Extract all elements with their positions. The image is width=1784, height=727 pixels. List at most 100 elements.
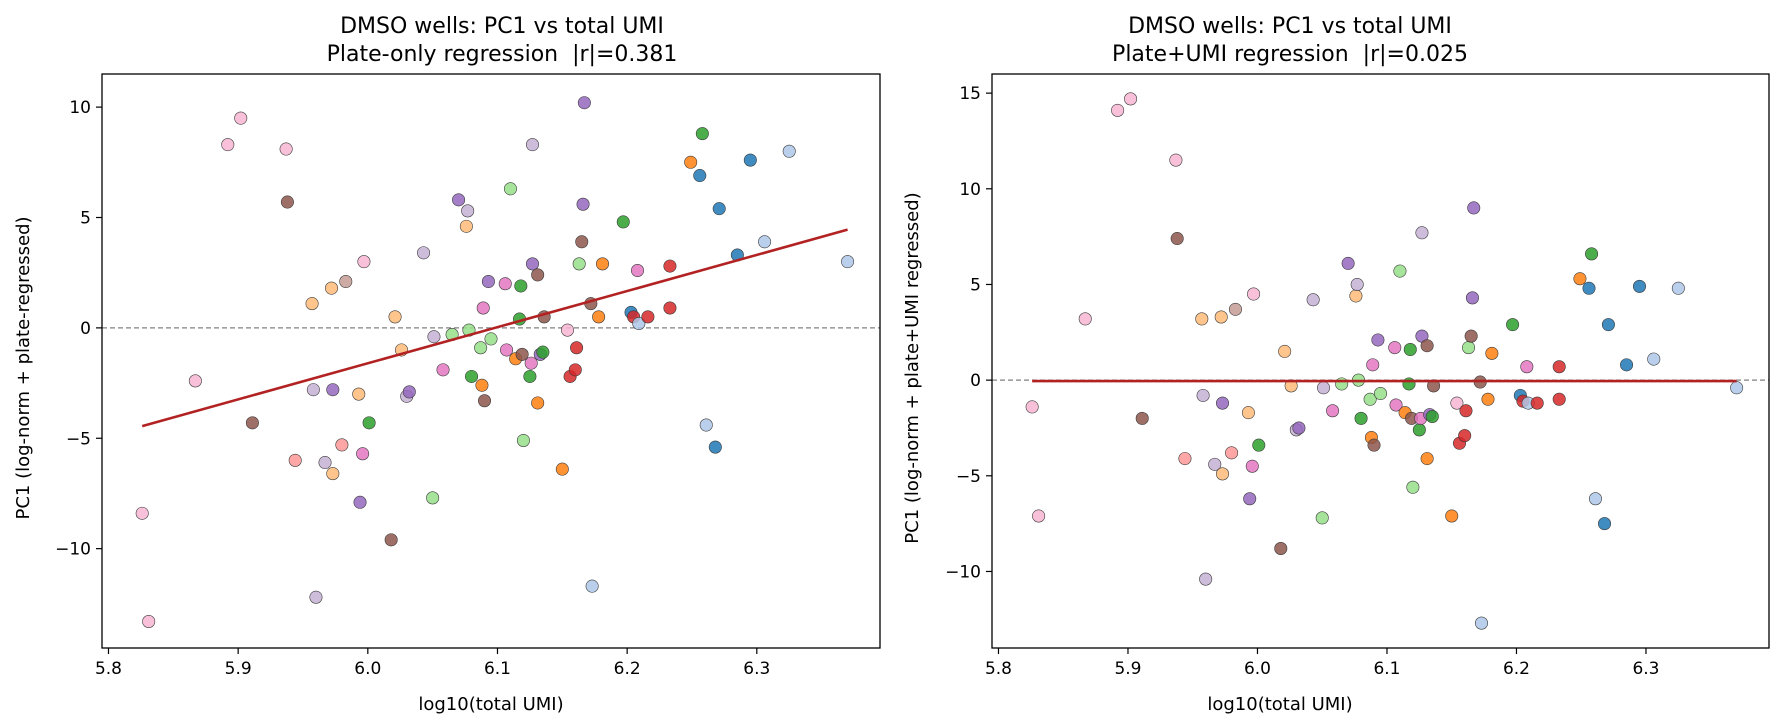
right-scatter-point-16 <box>1225 446 1239 460</box>
left-scatter-point-59 <box>536 345 550 359</box>
left-scatter-point-6 <box>279 142 293 156</box>
right-x-tick-label: 5.8 <box>985 659 1012 679</box>
right-chart-title: DMSO wells: PC1 vs total UMI <box>1128 14 1452 39</box>
right-scatter-point-9 <box>1195 312 1209 326</box>
left-x-tick-label: 6.2 <box>614 659 641 679</box>
right-scatter-point-24 <box>1278 344 1292 358</box>
left-scatter-point-69 <box>577 96 591 110</box>
right-scatter-point-43 <box>1374 387 1388 401</box>
left-scatter-point-10 <box>306 383 320 397</box>
left-scatter-point-65 <box>570 341 584 355</box>
right-scatter-point-21 <box>1247 287 1261 301</box>
left-regression-line <box>141 228 848 428</box>
right-scatter-point-89 <box>1633 279 1647 293</box>
right-scatter-point-15 <box>1216 467 1230 481</box>
right-axes-frame <box>991 73 1770 649</box>
left-scatter-point-78 <box>632 316 646 330</box>
left-scatter-point-46 <box>503 182 517 196</box>
left-scatter-point-34 <box>459 219 473 233</box>
left-plot-area: 5.8 5.9 6.0 6.1 6.2 6.3 −10 −5 0 5 10 <box>55 73 881 679</box>
right-scatter-point-5 <box>1135 411 1149 425</box>
right-scatter-point-71 <box>1475 616 1489 630</box>
right-scatter-point-37 <box>1354 411 1368 425</box>
right-scatter-point-90 <box>1647 352 1661 366</box>
left-scatter-point-41 <box>478 394 492 408</box>
right-scatter-point-66 <box>1462 341 1476 355</box>
right-scatter-point-23 <box>1274 542 1288 556</box>
right-scatter-point-12 <box>1208 457 1222 471</box>
left-scatter-point-14 <box>326 383 340 397</box>
right-scatter-point-28 <box>1306 293 1320 307</box>
left-y-tick-label: 0 <box>80 319 91 339</box>
left-scatter-point-90 <box>758 235 772 249</box>
right-scatter-point-42 <box>1371 333 1385 347</box>
left-scatter-point-15 <box>326 467 340 481</box>
right-scatter-point-7 <box>1170 232 1184 246</box>
right-scatter-point-72 <box>1481 392 1495 406</box>
right-scatter-point-52 <box>1412 423 1426 437</box>
right-scatter-point-80 <box>1552 392 1566 406</box>
left-y-tick-label: 10 <box>69 98 91 118</box>
right-scatter-point-30 <box>1317 381 1331 395</box>
left-scatter-point-21 <box>357 255 371 269</box>
right-x-tick-label: 6.3 <box>1632 659 1659 679</box>
right-scatter-point-1 <box>1032 509 1046 523</box>
left-scatter-point-20 <box>356 447 370 461</box>
right-x-tick-label: 6.1 <box>1373 659 1400 679</box>
right-y-tick-label: 0 <box>970 371 981 391</box>
left-y-tick-label: −10 <box>55 540 91 560</box>
left-scatter-point-52 <box>523 369 537 383</box>
right-scatter-point-41 <box>1367 438 1381 452</box>
right-scatter-point-32 <box>1335 377 1349 391</box>
left-scatter-point-23 <box>384 533 398 547</box>
right-y-tick-label: 15 <box>959 84 981 104</box>
right-scatter-point-57 <box>1420 452 1434 466</box>
right-scatter-point-38 <box>1363 392 1377 406</box>
left-scatter-point-86 <box>708 440 722 454</box>
left-scatter-point-27 <box>402 385 416 399</box>
right-scatter-point-18 <box>1241 406 1255 420</box>
left-scatter-point-17 <box>339 275 353 289</box>
left-scatter-point-79 <box>641 310 655 324</box>
right-scatter-point-82 <box>1573 272 1587 286</box>
left-scatter-panel: DMSO wells: PC1 vs total UMI Plate-only … <box>13 14 881 715</box>
right-scatter-point-4 <box>1124 92 1138 106</box>
left-scatter-point-31 <box>436 363 450 377</box>
right-scatter-point-81 <box>1552 360 1566 374</box>
left-scatter-point-1 <box>142 615 156 629</box>
right-scatter-point-74 <box>1506 318 1520 332</box>
right-scatter-point-54 <box>1415 226 1429 240</box>
right-y-tick-label: 5 <box>970 275 981 295</box>
right-scatter-point-13 <box>1214 310 1228 324</box>
left-scatter-point-33 <box>452 193 466 207</box>
right-scatter-point-3 <box>1111 103 1125 117</box>
right-scatter-point-31 <box>1326 404 1340 418</box>
right-scatter-point-85 <box>1588 492 1602 506</box>
right-scatter-point-87 <box>1601 318 1615 332</box>
left-scatter-point-7 <box>280 195 294 209</box>
right-scatter-point-64 <box>1458 429 1472 443</box>
right-scatter-point-11 <box>1199 572 1213 586</box>
left-scatter-point-30 <box>427 330 441 344</box>
right-scatter-point-14 <box>1216 396 1230 410</box>
right-scatter-point-88 <box>1620 358 1634 372</box>
left-chart-subtitle: Plate-only regression |r|=0.381 <box>327 42 678 67</box>
left-scatter-point-19 <box>353 495 367 509</box>
left-scatter-point-66 <box>572 257 586 271</box>
left-scatter-point-5 <box>245 416 259 430</box>
right-scatter-point-34 <box>1349 289 1363 303</box>
left-scatter-point-71 <box>585 579 599 593</box>
left-scatter-point-42 <box>481 275 495 289</box>
left-scatter-point-91 <box>782 144 796 158</box>
left-scatter-point-62 <box>561 323 575 337</box>
left-scatter-point-82 <box>684 155 698 169</box>
left-scatter-point-83 <box>693 169 707 183</box>
left-scatter-point-87 <box>712 202 726 216</box>
left-scatter-point-12 <box>318 456 332 470</box>
right-scatter-point-10 <box>1196 388 1210 402</box>
left-x-tick-label: 6.3 <box>743 659 770 679</box>
left-scatter-point-49 <box>514 279 528 293</box>
left-scatter-point-57 <box>531 396 545 410</box>
left-scatter-point-73 <box>596 257 610 271</box>
left-scatter-point-61 <box>555 462 569 476</box>
